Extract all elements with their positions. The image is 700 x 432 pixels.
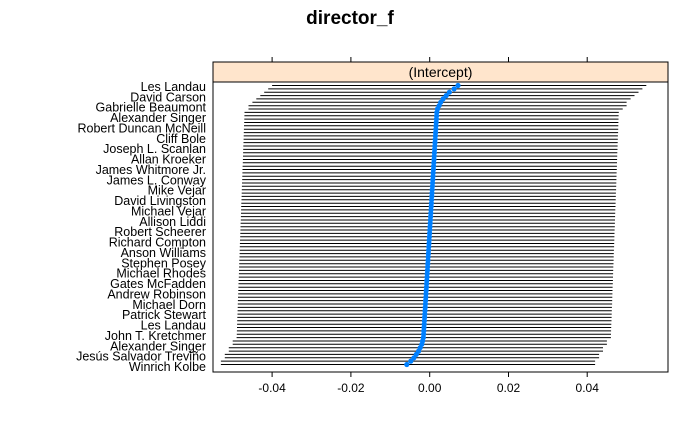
y-tick-label: Alexander Singer xyxy=(110,111,206,125)
y-tick-label: Patrick Stewart xyxy=(122,308,207,322)
y-tick-label: Alexander Singer xyxy=(110,339,206,353)
estimate-point xyxy=(455,82,461,89)
y-tick-label: James Whitmore Jr. xyxy=(96,163,206,177)
point-group xyxy=(404,82,461,368)
y-tick-label: Les Landau xyxy=(141,80,206,94)
y-tick-label: Michael Dorn xyxy=(132,298,206,312)
x-tick-label: -0.02 xyxy=(337,381,365,395)
estimate-point xyxy=(446,89,452,95)
y-tick-label: Cliff Bole xyxy=(156,132,206,146)
y-tick-label: Jesús Salvador Treviño xyxy=(76,350,206,364)
y-tick-label: Richard Compton xyxy=(109,236,206,250)
y-tick-label: Michael Vejar xyxy=(131,204,206,218)
estimate-point xyxy=(411,355,417,361)
y-tick-label: John T. Kretchmer xyxy=(105,329,206,343)
estimate-point xyxy=(443,93,449,99)
x-tick-label: 0.02 xyxy=(497,381,521,395)
y-tick-label: Allison Liddi xyxy=(139,215,206,229)
y-tick-label: Allan Kroeker xyxy=(131,153,206,167)
x-axis: -0.04 -0.02 0.00 0.02 0.04 xyxy=(258,57,599,395)
x-tick-label: -0.04 xyxy=(258,381,286,395)
estimate-point xyxy=(408,358,414,364)
y-tick-label: Robert Duncan McNeill xyxy=(77,122,206,136)
chart-title: director_f xyxy=(306,8,394,29)
y-tick-label: Andrew Robinson xyxy=(107,287,206,301)
panel-strip-label: (Intercept) xyxy=(409,64,473,80)
y-tick-label: Gabrielle Beaumont xyxy=(96,101,207,115)
y-tick-label: Joseph L. Scanlan xyxy=(103,142,206,156)
y-tick-label: James L. Conway xyxy=(107,173,207,187)
y-tick-label: Michael Rhodes xyxy=(116,267,206,281)
estimate-point xyxy=(404,361,410,368)
y-tick-label: Winrich Kolbe xyxy=(129,360,206,374)
y-tick-label: Anson Williams xyxy=(121,246,206,260)
x-tick-label: 0.00 xyxy=(418,381,442,395)
y-tick-label: Les Landau xyxy=(141,319,206,333)
x-tick-label: 0.04 xyxy=(576,381,600,395)
y-tick-label: Stephen Posey xyxy=(121,256,207,270)
y-tick-label: David Carson xyxy=(130,90,206,104)
y-tick-label: Robert Scheerer xyxy=(114,225,206,239)
estimate-point xyxy=(451,86,457,92)
y-tick-label: David Livingston xyxy=(114,194,206,208)
y-tick-label: Gates McFadden xyxy=(110,277,206,291)
panel-frame xyxy=(212,81,669,373)
interval-group xyxy=(220,85,647,365)
y-tick-label: Mike Vejar xyxy=(148,184,206,198)
